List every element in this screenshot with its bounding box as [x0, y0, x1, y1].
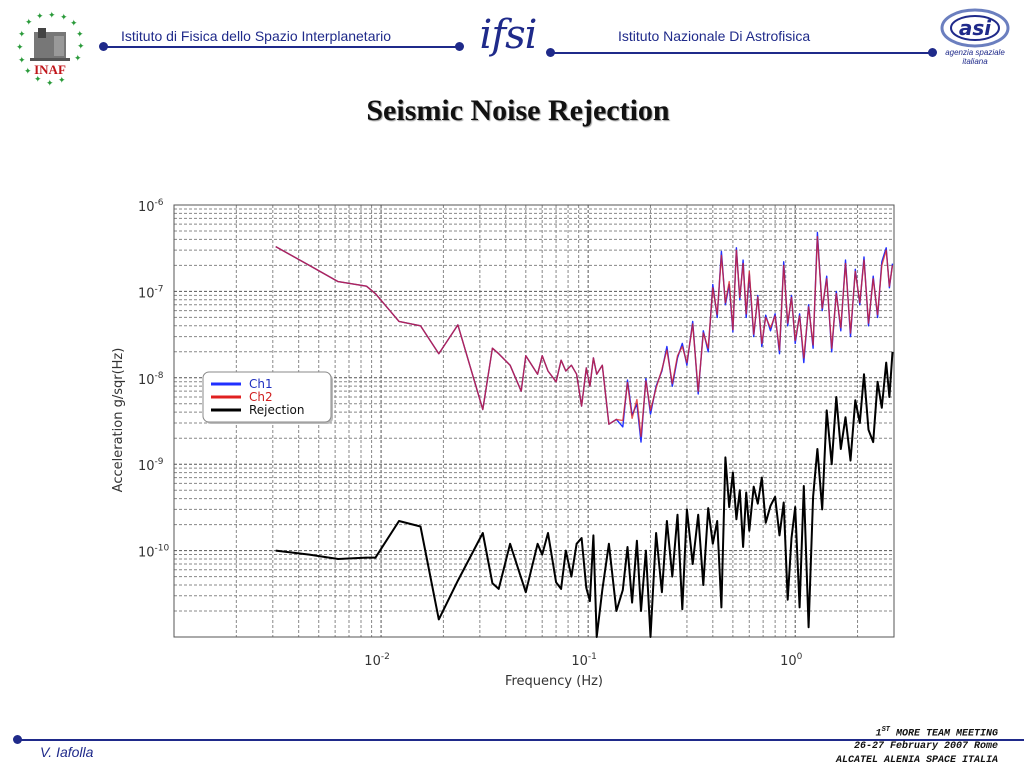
footer-organization: ALCATEL ALENIA SPACE ITALIA — [835, 755, 998, 766]
y-tick-label: 10-7 — [138, 284, 164, 301]
plot-frame — [173, 204, 895, 638]
ifsi-logo: ifsi — [479, 12, 538, 58]
svg-text:✦: ✦ — [25, 18, 33, 28]
x-tick-label: 10-2 — [364, 652, 390, 669]
y-tick-base: 10 — [138, 373, 155, 388]
y-tick-label: 10-10 — [138, 544, 170, 561]
x-tick-base: 10 — [364, 654, 381, 669]
footer-dot — [13, 735, 22, 744]
y-tick-base: 10 — [138, 286, 155, 301]
y-axis-label: Acceleration g/sqr(Hz) — [111, 348, 126, 493]
x-tick-exponent: -2 — [381, 652, 390, 662]
header-left-dot-end — [455, 42, 464, 51]
asi-logo-line1: agenzia spaziale — [945, 48, 1005, 57]
footer-author: V. Iafolla — [40, 744, 94, 760]
svg-text:✦: ✦ — [46, 79, 54, 88]
asi-logo: asi agenzia spaziale italiana — [938, 6, 1012, 70]
svg-text:✦: ✦ — [76, 30, 84, 40]
y-tick-exponent: -7 — [155, 284, 164, 294]
footer-meeting: 1ST MORE TEAM MEETING — [876, 724, 998, 740]
svg-text:✦: ✦ — [74, 54, 82, 64]
y-tick-label: 10-6 — [138, 198, 164, 215]
y-tick-base: 10 — [138, 459, 155, 474]
asi-logo-line2: italiana — [962, 57, 988, 66]
y-tick-exponent: -8 — [155, 371, 164, 381]
y-tick-exponent: -6 — [155, 198, 164, 208]
header-right-line — [551, 52, 932, 54]
header-left-text: Istituto di Fisica dello Spazio Interpla… — [121, 28, 392, 44]
x-tick-label: 10-1 — [571, 652, 597, 669]
svg-text:✦: ✦ — [24, 67, 32, 77]
header-left-line — [105, 46, 460, 48]
series-line-ch1 — [275, 231, 894, 443]
meeting-ordinal: 1 — [875, 728, 882, 740]
svg-text:✦: ✦ — [18, 30, 26, 40]
svg-text:✦: ✦ — [60, 13, 68, 23]
meeting-rest: MORE TEAM MEETING — [889, 728, 998, 740]
x-tick-exponent: 0 — [797, 652, 803, 662]
slide-title: Seismic Noise Rejection — [366, 94, 670, 127]
legend-label-ch1: Ch1 — [249, 377, 273, 391]
x-axis-label: Frequency (Hz) — [505, 674, 603, 689]
series-line-rejection — [275, 351, 894, 638]
svg-text:✦: ✦ — [36, 12, 44, 22]
legend-label-rejection: Rejection — [249, 403, 304, 417]
legend-label-ch2: Ch2 — [249, 390, 273, 404]
svg-text:✦: ✦ — [34, 75, 42, 85]
y-tick-exponent: -10 — [155, 544, 170, 554]
inaf-emblem-icon: ✦ ✦✦ ✦✦✦ ✦✦✦ ✦✦✦ ✦ ✦ ✦ — [16, 11, 85, 89]
footer-dates: 26-27 February 2007 Rome — [853, 741, 998, 752]
x-tick-label: 100 — [780, 652, 803, 669]
svg-text:✦: ✦ — [48, 11, 56, 21]
svg-text:✦: ✦ — [16, 43, 24, 53]
y-tick-exponent: -9 — [155, 457, 164, 467]
svg-text:✦: ✦ — [70, 19, 78, 29]
x-tick-base: 10 — [571, 654, 588, 669]
svg-text:✦: ✦ — [58, 76, 66, 86]
svg-text:asi: asi — [959, 16, 992, 40]
svg-text:✦: ✦ — [77, 42, 85, 52]
header-right-dot-end — [928, 48, 937, 57]
series-line-ch2 — [275, 236, 894, 438]
meeting-superscript: ST — [881, 726, 890, 734]
y-tick-base: 10 — [138, 200, 155, 215]
x-tick-base: 10 — [780, 654, 797, 669]
header-left-dot — [99, 42, 108, 51]
footer-line — [20, 739, 1024, 741]
header-right-text: Istituto Nazionale Di Astrofisica — [618, 28, 811, 44]
inaf-logo-text: INAF — [34, 62, 66, 77]
inaf-logo: ✦ ✦ ✦ ✦ ✦ ✦ ✦ ✦ ✦ ✦ ✦ ✦ ✦ ✦ ✦ INAF — [12, 10, 88, 89]
y-tick-label: 10-9 — [138, 457, 164, 474]
y-tick-label: 10-8 — [138, 371, 164, 388]
header-right-dot — [546, 48, 555, 57]
chart-series — [275, 231, 894, 638]
y-tick-base: 10 — [138, 546, 155, 561]
svg-text:✦: ✦ — [18, 56, 26, 66]
x-tick-exponent: -1 — [588, 652, 597, 662]
asi-emblem-icon: asi — [940, 8, 1010, 48]
